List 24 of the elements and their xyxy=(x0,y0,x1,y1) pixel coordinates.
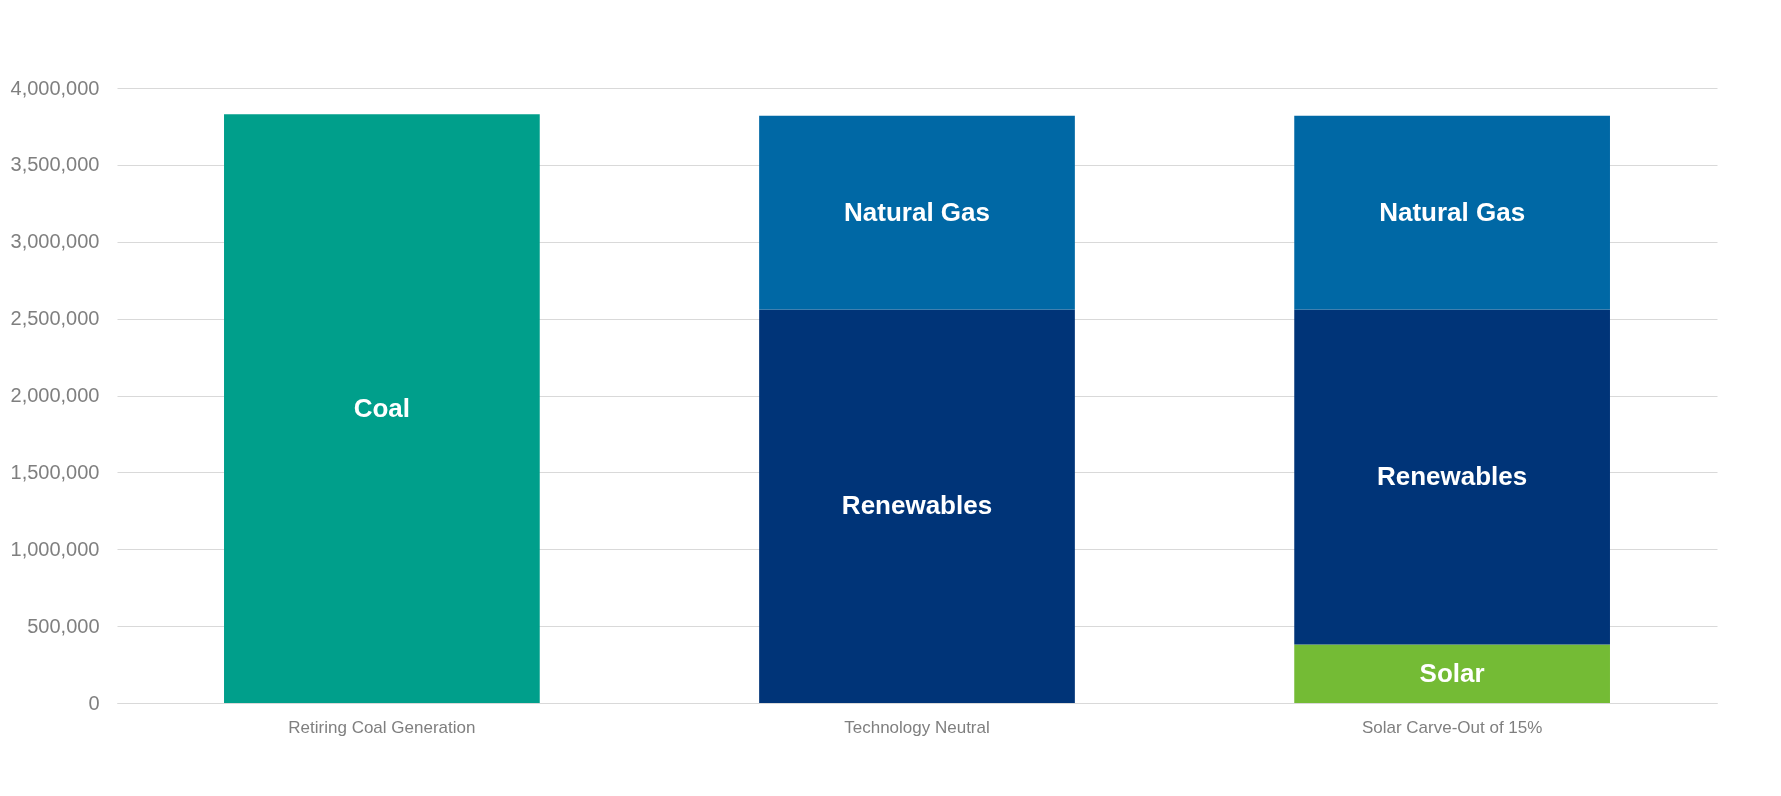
series-label: Solar xyxy=(1419,657,1485,688)
bar xyxy=(1294,309,1610,645)
y-tick-label: 4,000,000 xyxy=(10,76,100,99)
text: Renewables xyxy=(1376,460,1528,491)
x-tick-label: Solar Carve-Out of 15% xyxy=(1361,717,1543,737)
series-label: Renewables xyxy=(841,490,993,521)
y-tick-label: 1,500,000 xyxy=(10,460,100,483)
y-tick-label: 3,500,000 xyxy=(10,153,100,176)
x-tick-label: Technology Neutral xyxy=(844,717,990,737)
series-label: Natural Gas xyxy=(844,196,990,227)
y-tick-label: 1,000,000 xyxy=(10,537,100,560)
x-tick-label: Retiring Coal Generation xyxy=(288,717,476,737)
y-tick-label: 2,500,000 xyxy=(10,307,100,330)
y-tick-label: 2,000,000 xyxy=(10,384,100,406)
y-tick-label: 3,000,000 xyxy=(10,230,100,253)
bar xyxy=(1294,115,1610,310)
text: Natural Gas xyxy=(1379,196,1526,227)
bar xyxy=(1294,644,1610,703)
y-tick-label: 500,000 xyxy=(27,614,100,637)
bar xyxy=(224,114,540,703)
bar xyxy=(759,309,1075,703)
bar xyxy=(759,115,1075,310)
y-tick-label: 0 xyxy=(88,691,100,714)
series-label: Coal xyxy=(353,392,411,423)
